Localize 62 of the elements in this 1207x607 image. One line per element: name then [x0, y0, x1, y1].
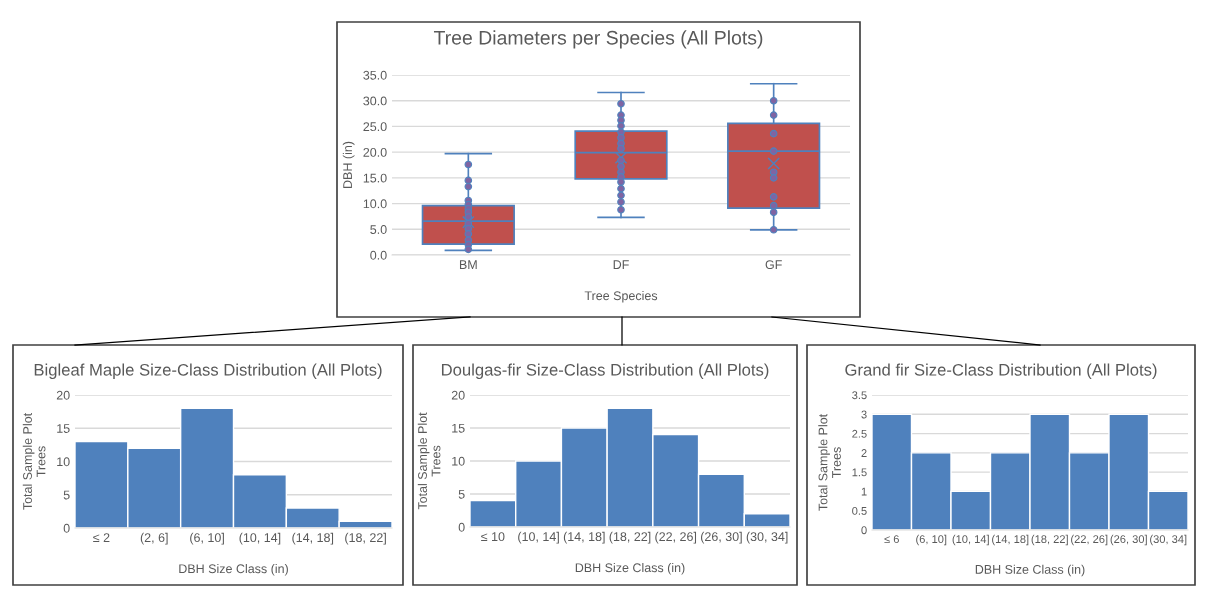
x-tick-label: (2, 6] — [140, 532, 168, 545]
y-tick-label: 25.0 — [363, 122, 387, 132]
y-tick-label: 5 — [458, 489, 465, 499]
x-tick-label: (6, 10] — [190, 532, 224, 545]
y-axis-title: DBH (in) — [342, 141, 355, 188]
chart-title: Bigleaf Maple Size-Class Distribution (All Plots) — [34, 363, 382, 380]
y-tick-label: 0.5 — [852, 506, 867, 515]
y-tick-label: 20 — [451, 390, 465, 400]
x-tick-label: (10, 14] — [952, 534, 989, 546]
y-tick-label: 20 — [56, 390, 70, 400]
chart-title: Grand fir Size-Class Distribution (All Plots) — [845, 363, 1157, 380]
x-tick-label: (10, 14] — [518, 531, 559, 544]
y-tick-label: 30.0 — [363, 96, 387, 106]
x-tick-label: (18, 22] — [345, 532, 386, 545]
y-axis-title: Total Sample Plot Trees — [417, 412, 441, 510]
y-tick-label: 5.0 — [370, 225, 387, 234]
x-tick-label: ≤ 2 — [93, 533, 110, 542]
y-tick-label: 0 — [861, 526, 867, 535]
x-tick-label: BM — [459, 260, 477, 269]
x-axis-title: Tree Species — [584, 290, 658, 303]
y-tick-label: 15.0 — [363, 173, 387, 183]
x-tick-label: (6, 10] — [916, 534, 947, 546]
x-tick-label: (30, 34] — [746, 531, 788, 544]
x-tick-label: ≤ 10 — [481, 532, 505, 542]
x-tick-label: DF — [613, 260, 629, 269]
x-tick-label: (26, 30] — [701, 531, 742, 544]
x-tick-label: (14, 18] — [992, 534, 1029, 546]
x-tick-label: (22, 26] — [1071, 534, 1108, 546]
y-tick-label: 15 — [452, 423, 465, 433]
y-tick-label: 35.0 — [363, 70, 387, 80]
y-tick-label: 3 — [861, 410, 867, 419]
y-tick-label: 2 — [861, 449, 867, 457]
y-tick-label: 1 — [861, 487, 867, 496]
x-tick-label: (14, 18] — [563, 531, 605, 544]
y-tick-label: 0 — [63, 523, 70, 533]
y-tick-label: 15 — [57, 424, 70, 433]
x-tick-label: (18, 22] — [609, 531, 651, 544]
y-tick-label: 2.5 — [852, 429, 867, 438]
y-tick-label: 0 — [458, 522, 465, 532]
y-tick-label: 10 — [452, 456, 465, 466]
y-tick-label: 0.0 — [370, 250, 387, 260]
y-tick-label: 20.0 — [363, 147, 387, 157]
y-axis-title: Total Sample Plot Trees — [818, 413, 841, 511]
x-tick-label: (14, 18] — [292, 532, 334, 545]
chart-title: Tree Diameters per Species (All Plots) — [433, 30, 763, 49]
x-tick-label: GF — [765, 260, 782, 270]
x-axis-title: DBH Size Class (in) — [975, 564, 1085, 577]
x-tick-label: (10, 14] — [239, 532, 281, 545]
y-tick-label: 10.0 — [363, 199, 387, 209]
x-tick-label: (22, 26] — [655, 531, 697, 544]
x-axis-title: DBH Size Class (in) — [179, 563, 288, 576]
chart-title: Doulgas-fir Size-Class Distribution (All Plots) — [441, 363, 769, 380]
x-tick-label: ≤ 6 — [884, 535, 899, 544]
y-tick-label: 3.5 — [852, 391, 867, 400]
x-axis-title: DBH Size Class (in) — [575, 562, 685, 575]
x-tick-label: (26, 30] — [1110, 534, 1147, 546]
y-tick-label: 1.5 — [852, 468, 867, 477]
y-axis-title: Total Sample Plot Trees — [22, 412, 46, 510]
x-tick-label: (18, 22] — [1031, 534, 1068, 546]
x-tick-label: (30, 34] — [1150, 534, 1187, 546]
y-tick-label: 10 — [57, 457, 70, 467]
y-tick-label: 5 — [63, 490, 70, 500]
